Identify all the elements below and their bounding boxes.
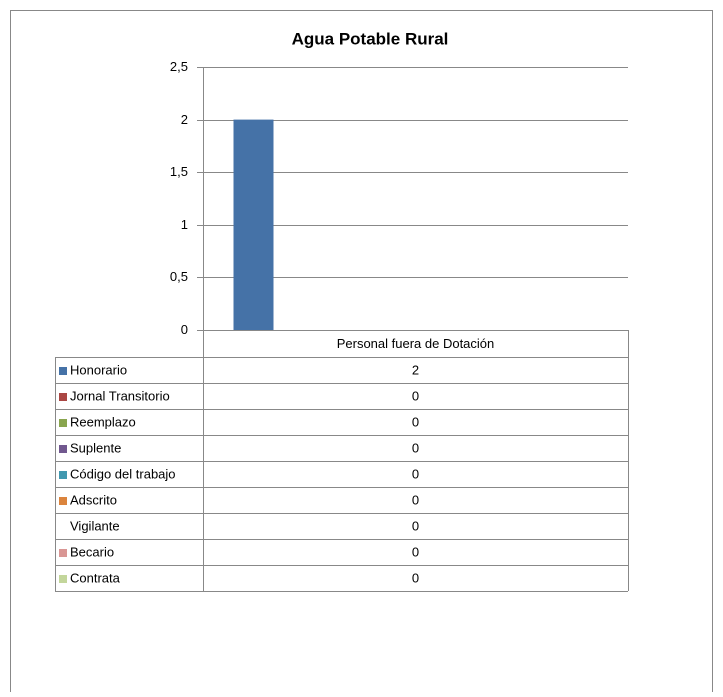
table-value: 0 [412,492,419,507]
y-tick-label: 0 [181,322,188,337]
legend-swatch [59,471,67,479]
y-tick-label: 0,5 [170,269,188,284]
table-value: 0 [412,544,419,559]
legend-label: Código del trabajo [70,466,176,481]
legend-label: Adscrito [70,492,117,507]
legend-swatch [59,445,67,453]
table-value: 0 [412,570,419,585]
legend-label: Vigilante [70,518,120,533]
legend-swatch [59,523,67,531]
chart-title: Agua Potable Rural [292,29,449,48]
table-value: 2 [412,362,419,377]
table-value: 0 [412,414,419,429]
table-value: 0 [412,518,419,533]
chart-border [10,10,713,697]
legend-label: Contrata [70,570,121,585]
legend-swatch [59,575,67,583]
legend-swatch [59,419,67,427]
table-value: 0 [412,440,419,455]
table-value: 0 [412,388,419,403]
legend-swatch [59,393,67,401]
legend-label: Suplente [70,440,121,455]
table-value: 0 [412,466,419,481]
bar [233,119,274,330]
legend-label: Becario [70,544,114,559]
legend-swatch [59,367,67,375]
legend-label: Reemplazo [70,414,136,429]
y-tick-label: 2,5 [170,59,188,74]
y-tick-label: 1 [181,217,188,232]
y-tick-label: 2 [181,112,188,127]
legend-swatch [59,549,67,557]
legend-label: Honorario [70,362,127,377]
y-tick-label: 1,5 [170,164,188,179]
legend-swatch [59,497,67,505]
x-tick-label: Personal fuera de Dotación [337,336,495,351]
legend-label: Jornal Transitorio [70,388,170,403]
